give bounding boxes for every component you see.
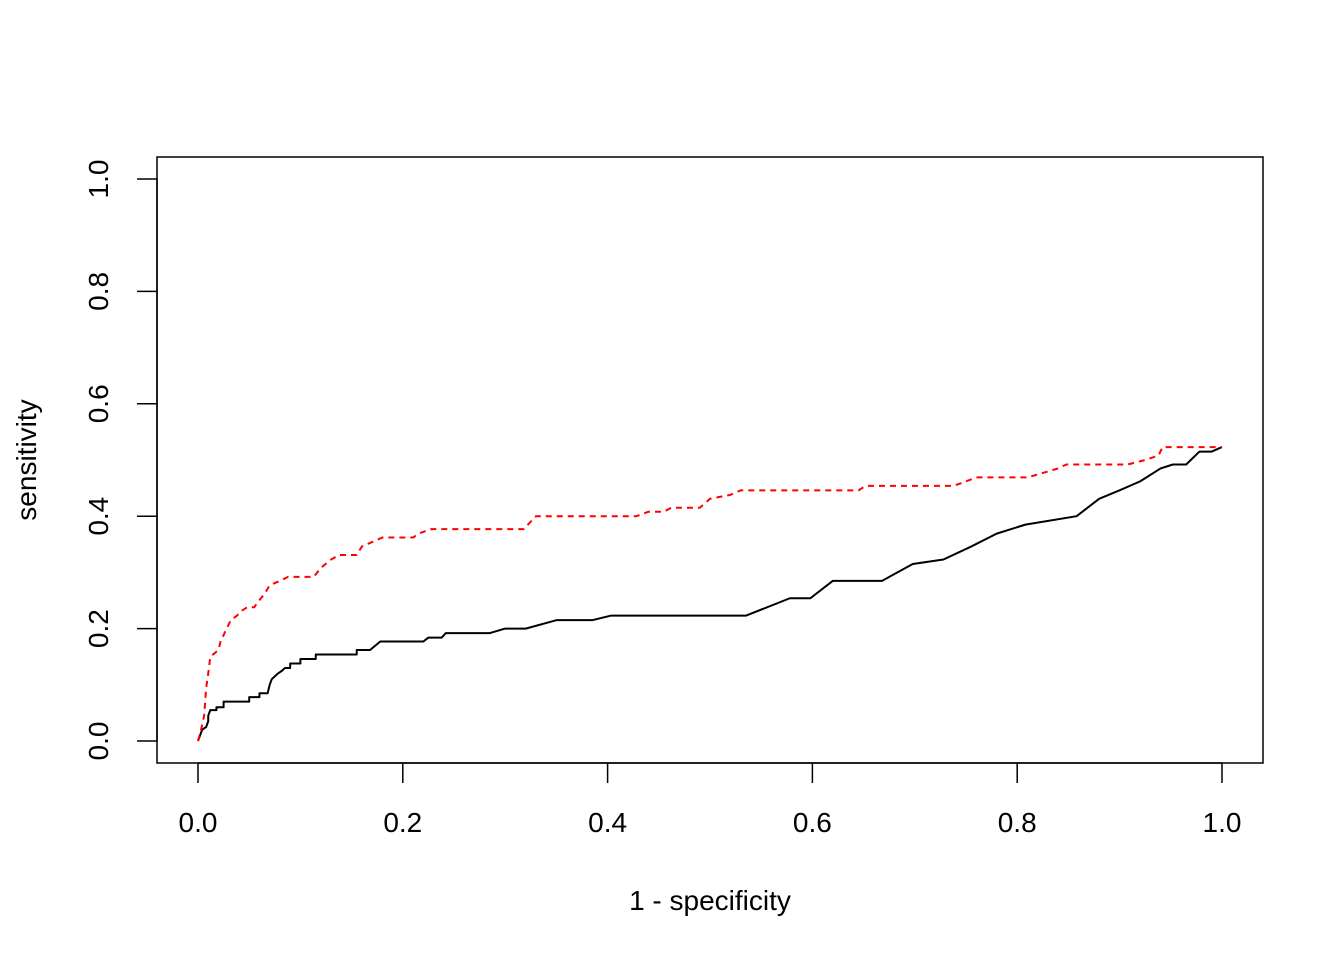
- x-tick-label: 0.4: [588, 807, 627, 838]
- x-tick-label: 0.6: [793, 807, 832, 838]
- y-axis: 0.0 0.2 0.4 0.6 0.8 1.0: [83, 160, 158, 761]
- plot-box: [156, 156, 1264, 764]
- series-layer: [197, 446, 1223, 742]
- x-tick-label: 0.2: [383, 807, 422, 838]
- series-line-2: [197, 446, 1222, 742]
- x-tick-label: 0.0: [179, 807, 218, 838]
- y-tick-label: 0.8: [83, 272, 114, 311]
- y-tick-label: 0.6: [83, 384, 114, 423]
- x-axis-label: 1 - specificity: [629, 885, 791, 916]
- y-tick-label: 0.2: [83, 609, 114, 648]
- x-tick-label: 0.8: [998, 807, 1037, 838]
- y-tick-label: 0.4: [83, 497, 114, 536]
- y-axis-label: sensitivity: [11, 399, 42, 520]
- x-axis: 0.0 0.2 0.4 0.6 0.8 1.0: [179, 762, 1242, 838]
- y-tick-label: 1.0: [83, 160, 114, 199]
- series-line-1: [197, 446, 1223, 742]
- x-tick-label: 1.0: [1203, 807, 1242, 838]
- y-tick-label: 0.0: [83, 722, 114, 761]
